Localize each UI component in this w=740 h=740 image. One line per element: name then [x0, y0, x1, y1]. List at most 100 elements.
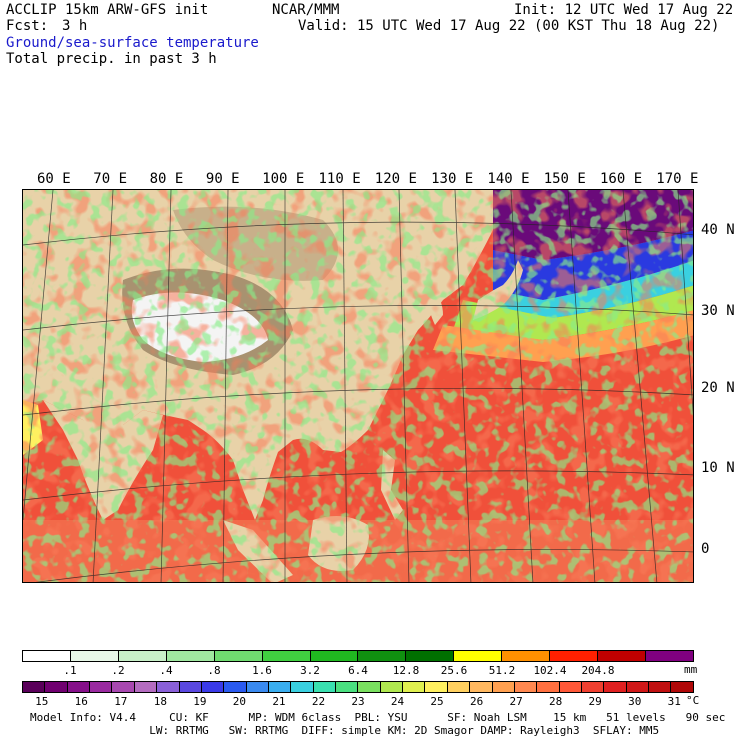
- longitude-label: 60 E: [37, 171, 71, 187]
- valid-time: Valid: 15 UTC Wed 17 Aug 22 (00 KST Thu …: [298, 18, 720, 34]
- colorbar-tick-label: 3.2: [300, 664, 320, 677]
- colorbar-tick-label: 15: [35, 695, 49, 708]
- colorbar-cell: [559, 682, 582, 692]
- colorbar-cell: [454, 651, 503, 661]
- colorbar-cell: [492, 682, 515, 692]
- colorbar-tick-label: 204.8: [581, 664, 615, 677]
- colorbar-cell: [604, 682, 627, 692]
- latitude-label: 20 N: [701, 380, 735, 396]
- colorbar-tick-label: 12.8: [392, 664, 420, 677]
- colorbar-cell: [447, 682, 471, 692]
- colorbar-tick-label: 6.4: [348, 664, 368, 677]
- colorbar-cell: [23, 682, 46, 692]
- colorbar-cell: [336, 682, 359, 692]
- colorbar-tick-label: 17: [114, 695, 128, 708]
- colorbar-tick-label: 28: [549, 695, 563, 708]
- longitude-label: 130 E: [431, 171, 474, 187]
- colorbar-tick-label: 18: [153, 695, 167, 708]
- colorbar-cell: [358, 682, 381, 692]
- colorbar-tick-label: 25.6: [440, 664, 468, 677]
- model-title: ACCLIP 15km ARW-GFS init: [6, 2, 209, 18]
- longitude-label: 70 E: [93, 171, 128, 187]
- colorbar-cell: [626, 682, 650, 692]
- colorbar-tick-label: 16: [74, 695, 88, 708]
- model-info-line2: LW: RRTMG SW: RRTMG DIFF: simple KM: 2D …: [30, 724, 660, 737]
- colorbar-cell: [581, 682, 605, 692]
- colorbar-cell: [214, 651, 263, 661]
- colorbar-cell: [134, 682, 158, 692]
- colorbar-cell: [649, 682, 672, 692]
- longitude-label: 170 E: [656, 171, 699, 187]
- temperature-unit: °C: [686, 694, 700, 707]
- map-graphic: [23, 190, 693, 582]
- field-name-precip: Total precip. in past 3 h: [6, 51, 217, 67]
- colorbar-cell: [268, 682, 292, 692]
- colorbar-cell: [514, 682, 538, 692]
- colorbar-tick-label: .2: [111, 664, 125, 677]
- colorbar-cell: [262, 651, 311, 661]
- latitude-label: 30 N: [701, 303, 735, 319]
- longitude-label: 100 E: [262, 171, 305, 187]
- init-time: Init: 12 UTC Wed 17 Aug 22: [514, 2, 734, 18]
- colorbar-tick-label: 51.2: [488, 664, 516, 677]
- colorbar-cell: [246, 682, 269, 692]
- colorbar-tick-label: 30: [628, 695, 642, 708]
- colorbar-tick-label: 26: [469, 695, 484, 708]
- colorbar-cell: [157, 682, 180, 692]
- temperature-colorbar: [22, 681, 694, 693]
- colorbar-cell: [23, 651, 71, 661]
- colorbar-cell: [425, 682, 448, 692]
- colorbar-tick-label: 31: [667, 695, 681, 708]
- colorbar-cell: [550, 651, 599, 661]
- longitude-label: 80 E: [149, 171, 184, 187]
- weather-map: [22, 189, 694, 583]
- colorbar-tick-label: 22: [311, 695, 326, 708]
- longitude-label: 90 E: [205, 171, 240, 187]
- colorbar-tick-label: .8: [207, 664, 221, 677]
- colorbar-tick-label: 23: [351, 695, 365, 708]
- colorbar-tick-label: .1: [63, 664, 77, 677]
- colorbar-cell: [90, 682, 113, 692]
- colorbar-cell: [67, 682, 91, 692]
- organization-label: NCAR/MMM: [272, 2, 340, 18]
- colorbar-cell: [291, 682, 314, 692]
- colorbar-cell: [166, 651, 215, 661]
- colorbar-cell: [470, 682, 493, 692]
- colorbar-tick-label: 29: [588, 695, 602, 708]
- field-name-temperature: Ground/sea-surface temperature: [6, 35, 259, 51]
- colorbar-cell: [118, 651, 167, 661]
- model-info-line1: Model Info: V4.4 CU: KF MP: WDM 6class P…: [30, 711, 726, 724]
- colorbar-cell: [502, 651, 551, 661]
- colorbar-tick-label: 20: [232, 695, 247, 708]
- colorbar-cell: [537, 682, 560, 692]
- colorbar-cell: [358, 651, 407, 661]
- precip-colorbar: [22, 650, 694, 662]
- precip-overlay: [23, 190, 693, 582]
- colorbar-cell: [310, 651, 359, 661]
- latitude-label: 0: [701, 541, 710, 557]
- longitude-label: 150 E: [543, 171, 586, 187]
- colorbar-cell: [179, 682, 202, 692]
- colorbar-cell: [224, 682, 247, 692]
- colorbar-tick-label: .4: [159, 664, 173, 677]
- longitude-label: 140 E: [487, 171, 530, 187]
- longitude-label: 120 E: [374, 171, 417, 187]
- colorbar-cell: [70, 651, 119, 661]
- longitude-label: 160 E: [600, 171, 643, 187]
- forecast-hours: 3 h: [62, 18, 88, 34]
- colorbar-tick-label: 27: [509, 695, 523, 708]
- colorbar-cell: [313, 682, 337, 692]
- latitude-label: 40 N: [701, 222, 735, 238]
- colorbar-cell: [380, 682, 404, 692]
- colorbar-tick-label: 19: [193, 695, 207, 708]
- colorbar-tick-label: 102.4: [533, 664, 567, 677]
- latitude-label: 10 N: [701, 460, 735, 476]
- colorbar-cell: [671, 682, 693, 692]
- colorbar-cell: [403, 682, 426, 692]
- colorbar-tick-label: 21: [272, 695, 286, 708]
- colorbar-cell: [112, 682, 135, 692]
- forecast-label: Fcst:: [6, 18, 49, 34]
- colorbar-tick-label: 25: [430, 695, 444, 708]
- colorbar-cell: [598, 651, 646, 661]
- colorbar-tick-label: 24: [390, 695, 405, 708]
